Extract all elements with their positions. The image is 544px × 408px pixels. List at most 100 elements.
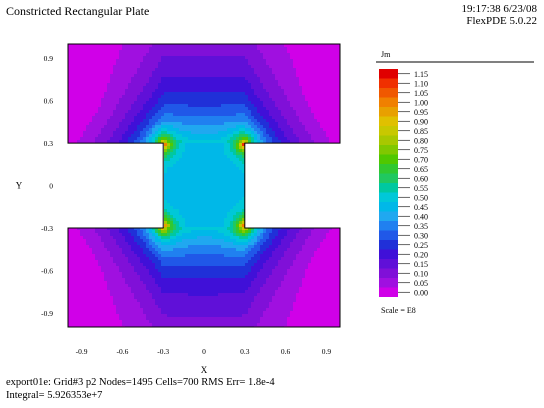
field-cell xyxy=(242,221,246,225)
field-cell xyxy=(113,275,117,279)
field-cell xyxy=(221,176,225,180)
field-cell xyxy=(119,305,123,309)
field-cell xyxy=(188,251,192,255)
field-cell xyxy=(143,260,147,264)
field-cell xyxy=(131,101,135,105)
field-cell xyxy=(206,293,210,297)
field-cell xyxy=(182,152,186,156)
field-cell xyxy=(71,239,75,243)
field-cell xyxy=(176,212,180,216)
field-cell xyxy=(74,134,78,138)
field-cell xyxy=(155,272,159,276)
field-cell xyxy=(197,242,201,246)
field-cell xyxy=(203,134,207,138)
field-cell xyxy=(230,152,234,156)
field-cell xyxy=(194,200,198,204)
field-cell xyxy=(203,158,207,162)
field-cell xyxy=(230,254,234,258)
field-cell xyxy=(215,167,219,171)
field-cell xyxy=(176,290,180,294)
field-cell xyxy=(83,110,87,114)
field-cell xyxy=(197,89,201,93)
field-cell xyxy=(206,101,210,105)
field-cell xyxy=(176,314,180,318)
field-cell xyxy=(236,95,240,99)
field-cell xyxy=(122,77,126,81)
field-cell xyxy=(86,245,90,249)
field-cell xyxy=(158,140,162,144)
field-cell xyxy=(185,140,189,144)
field-cell xyxy=(233,218,237,222)
field-cell xyxy=(155,128,159,132)
field-cell xyxy=(101,317,105,321)
field-cell xyxy=(242,185,246,189)
field-cell xyxy=(110,248,114,252)
field-cell xyxy=(164,308,168,312)
field-cell xyxy=(200,119,204,123)
field-cell xyxy=(224,218,228,222)
field-cell xyxy=(230,299,234,303)
field-cell xyxy=(125,107,129,111)
field-cell xyxy=(98,293,102,297)
field-cell xyxy=(143,305,147,309)
field-cell xyxy=(107,50,111,54)
field-cell xyxy=(224,176,228,180)
field-cell xyxy=(257,83,261,87)
field-cell xyxy=(152,131,156,135)
field-cell xyxy=(128,248,132,252)
field-cell xyxy=(167,254,171,258)
field-cell xyxy=(89,125,93,129)
field-cell xyxy=(74,320,78,324)
field-cell xyxy=(128,308,132,312)
field-cell xyxy=(152,86,156,90)
field-cell xyxy=(242,194,246,198)
field-cell xyxy=(140,77,144,81)
field-cell xyxy=(101,311,105,315)
field-cell xyxy=(230,248,234,252)
field-cell xyxy=(236,200,240,204)
field-cell xyxy=(134,284,138,288)
field-cell xyxy=(110,92,114,96)
field-cell xyxy=(113,290,117,294)
field-cell xyxy=(110,134,114,138)
field-cell xyxy=(161,311,165,315)
field-cell xyxy=(242,299,246,303)
field-cell xyxy=(107,47,111,51)
field-cell xyxy=(143,317,147,321)
field-cell xyxy=(185,176,189,180)
field-cell xyxy=(98,95,102,99)
field-cell xyxy=(206,152,210,156)
field-cell xyxy=(167,311,171,315)
field-cell xyxy=(251,68,255,72)
field-cell xyxy=(167,86,171,90)
field-cell xyxy=(176,260,180,264)
field-cell xyxy=(170,107,174,111)
field-cell xyxy=(182,149,186,153)
field-cell xyxy=(191,302,195,306)
field-cell xyxy=(236,65,240,69)
field-cell xyxy=(236,209,240,213)
field-cell xyxy=(221,224,225,228)
field-cell xyxy=(251,233,255,237)
field-cell xyxy=(200,197,204,201)
field-cell xyxy=(185,314,189,318)
field-cell xyxy=(80,44,84,48)
field-cell xyxy=(188,44,192,48)
field-cell xyxy=(254,140,258,144)
field-cell xyxy=(242,113,246,117)
field-cell xyxy=(239,185,243,189)
field-cell xyxy=(107,116,111,120)
field-cell xyxy=(113,131,117,135)
field-cell xyxy=(218,59,222,63)
field-cell xyxy=(119,56,123,60)
field-cell xyxy=(206,146,210,150)
field-cell xyxy=(98,308,102,312)
field-cell xyxy=(179,191,183,195)
field-cell xyxy=(182,53,186,57)
field-cell xyxy=(206,263,210,267)
field-cell xyxy=(251,44,255,48)
field-cell xyxy=(218,86,222,90)
field-cell xyxy=(221,218,225,222)
field-cell xyxy=(191,107,195,111)
field-cell xyxy=(230,269,234,273)
